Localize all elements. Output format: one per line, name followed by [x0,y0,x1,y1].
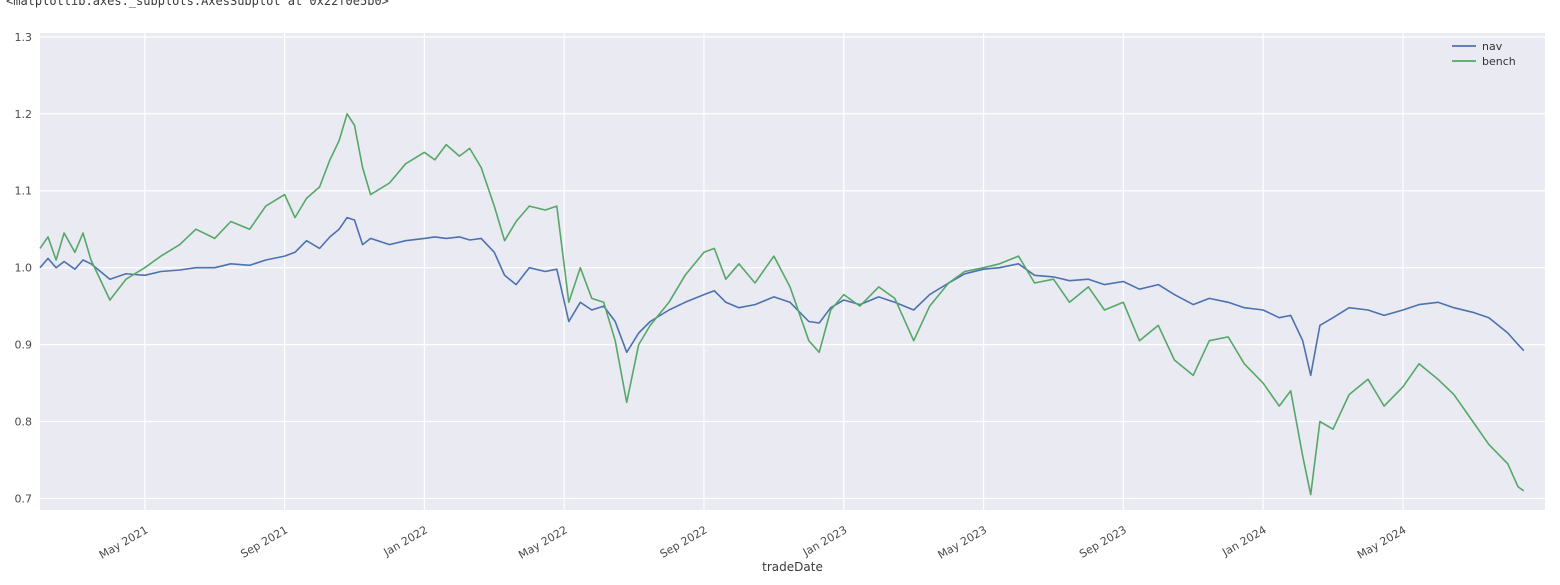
x-tick-label: May 2023 [936,523,989,561]
x-tick-label: Sep 2021 [238,523,290,560]
series-line-nav [39,216,1525,377]
y-tick-label: 0.9 [15,339,33,352]
y-tick-label: 1.0 [15,262,33,275]
x-tick-label: May 2024 [1355,523,1408,561]
y-tick-label: 1.2 [15,108,33,121]
x-tick-label: May 2022 [516,523,569,561]
y-tick-label: 1.1 [15,185,33,198]
plot-area [40,33,1545,510]
x-tick-label: Jan 2024 [1219,523,1268,559]
series-line-bench [39,113,1525,496]
x-tick-label: May 2021 [97,523,150,561]
x-tick-label: Sep 2023 [1077,523,1129,560]
y-tick-label: 1.3 [15,31,33,44]
y-tick-label: 0.7 [15,492,33,505]
x-tick-label: Sep 2022 [658,523,710,560]
x-tick-label: Jan 2023 [800,523,849,559]
repr-text: <matplotlib.axes._subplots.AxesSubplot a… [6,0,389,8]
legend-label-nav: nav [1482,40,1503,53]
x-tick-label: Jan 2022 [381,523,430,559]
y-tick-label: 0.8 [15,416,33,429]
legend-label-bench: bench [1482,55,1516,68]
x-axis-title: tradeDate [762,560,823,574]
cell-output-repr: <matplotlib.axes._subplots.AxesSubplot a… [6,0,389,11]
